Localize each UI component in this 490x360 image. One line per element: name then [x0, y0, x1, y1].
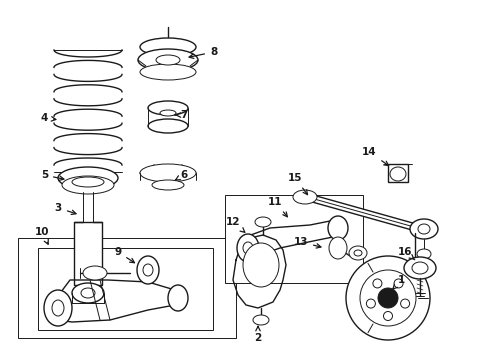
Ellipse shape — [140, 64, 196, 80]
Text: 9: 9 — [115, 247, 134, 263]
Text: 5: 5 — [41, 170, 64, 180]
Text: 12: 12 — [225, 217, 245, 232]
Bar — [74, 222, 102, 285]
Ellipse shape — [44, 290, 72, 326]
Ellipse shape — [354, 250, 362, 256]
Ellipse shape — [243, 242, 253, 254]
Ellipse shape — [156, 55, 180, 65]
Ellipse shape — [143, 264, 153, 276]
Ellipse shape — [148, 119, 188, 133]
Text: 13: 13 — [294, 237, 321, 248]
Text: 4: 4 — [41, 113, 56, 123]
Ellipse shape — [83, 266, 107, 280]
Ellipse shape — [81, 288, 95, 298]
Ellipse shape — [58, 167, 118, 189]
Text: 15: 15 — [288, 173, 308, 195]
Ellipse shape — [328, 216, 348, 240]
Ellipse shape — [373, 279, 382, 288]
Ellipse shape — [329, 237, 347, 259]
Text: 14: 14 — [362, 147, 389, 166]
Ellipse shape — [378, 288, 398, 308]
Ellipse shape — [137, 256, 159, 284]
Ellipse shape — [417, 249, 431, 259]
Ellipse shape — [52, 300, 64, 316]
Text: 6: 6 — [175, 170, 188, 180]
Ellipse shape — [401, 299, 410, 308]
Text: 10: 10 — [35, 227, 49, 244]
Ellipse shape — [384, 311, 392, 320]
Bar — [225, 195, 363, 283]
Ellipse shape — [243, 243, 279, 287]
Ellipse shape — [346, 256, 430, 340]
Ellipse shape — [72, 283, 104, 303]
Ellipse shape — [418, 224, 430, 234]
Text: 11: 11 — [268, 197, 287, 217]
Text: 1: 1 — [393, 275, 405, 289]
Ellipse shape — [360, 270, 416, 326]
Text: 8: 8 — [189, 47, 217, 58]
Ellipse shape — [330, 224, 346, 236]
Bar — [18, 238, 236, 338]
Text: 3: 3 — [55, 203, 76, 215]
Bar — [38, 248, 213, 330]
Ellipse shape — [148, 101, 188, 115]
Ellipse shape — [293, 190, 317, 204]
Ellipse shape — [410, 219, 438, 239]
Ellipse shape — [255, 217, 271, 227]
Ellipse shape — [404, 257, 436, 279]
Ellipse shape — [62, 176, 114, 194]
Ellipse shape — [349, 246, 367, 260]
Text: 16: 16 — [398, 247, 415, 260]
Ellipse shape — [152, 180, 184, 190]
Ellipse shape — [390, 167, 406, 181]
Ellipse shape — [412, 262, 428, 274]
Ellipse shape — [72, 177, 104, 187]
Text: 7: 7 — [175, 110, 188, 120]
Bar — [388, 164, 408, 182]
Ellipse shape — [168, 285, 188, 311]
Ellipse shape — [367, 299, 375, 308]
Ellipse shape — [140, 38, 196, 56]
Ellipse shape — [140, 164, 196, 182]
Ellipse shape — [253, 315, 269, 325]
Ellipse shape — [160, 110, 176, 116]
Ellipse shape — [237, 234, 259, 262]
Text: 2: 2 — [254, 327, 262, 343]
Ellipse shape — [138, 49, 198, 71]
Ellipse shape — [394, 279, 403, 288]
